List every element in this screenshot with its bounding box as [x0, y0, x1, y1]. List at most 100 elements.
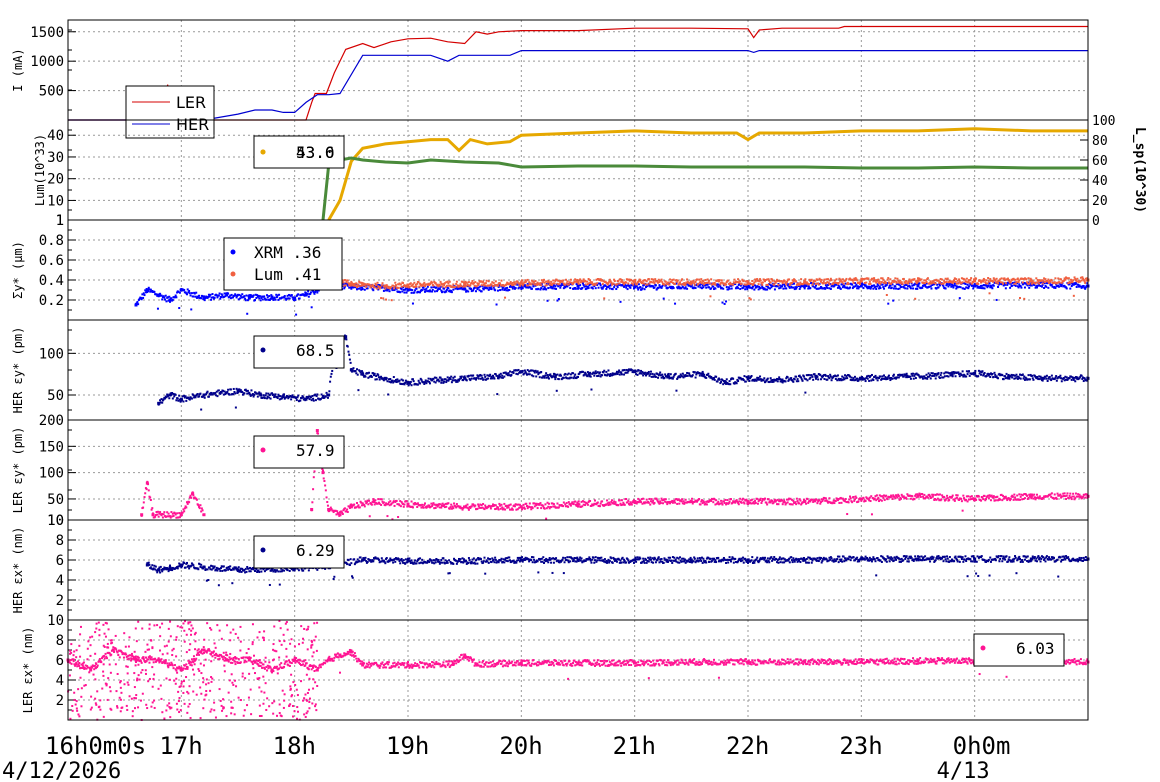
noise-point [878, 285, 881, 288]
noise-point [314, 399, 317, 402]
noise-point [608, 374, 611, 377]
noise-point [188, 398, 191, 401]
noise-point [805, 374, 808, 377]
noise-point [962, 375, 965, 378]
noise-point [754, 499, 757, 502]
noise-point [814, 374, 817, 377]
noise-point [425, 382, 428, 385]
noise-point [667, 281, 670, 284]
noise-point [447, 282, 450, 285]
noise-point [970, 277, 973, 280]
noise-point [352, 282, 355, 285]
noise-point [896, 283, 899, 286]
noise-point [436, 505, 439, 508]
noise-point [1057, 277, 1060, 280]
noise-point [253, 393, 256, 396]
noise-point [717, 500, 720, 503]
noise-point [721, 301, 724, 304]
noise-point [1051, 285, 1054, 288]
noise-point [874, 280, 877, 283]
noise-point [767, 278, 770, 281]
y-tick-label: 0.4 [39, 273, 64, 289]
noise-point [650, 498, 653, 501]
noise-point [1023, 281, 1026, 284]
noise-point [162, 513, 165, 516]
noise-point [786, 376, 789, 379]
noise-point [491, 377, 494, 380]
noise-point [773, 500, 776, 503]
noise-point [154, 514, 157, 517]
noise-point [751, 279, 754, 282]
noise-point [307, 290, 310, 293]
noise-point [212, 296, 215, 299]
noise-point [889, 284, 892, 287]
noise-point [870, 513, 873, 516]
noise-point [944, 287, 947, 290]
noise-point [402, 505, 405, 508]
noise-point [1014, 284, 1017, 287]
noise-point [965, 286, 968, 289]
noise-point [645, 374, 647, 377]
noise-point [860, 283, 863, 286]
noise-point [583, 500, 586, 503]
noise-point [1079, 280, 1082, 283]
noise-point [455, 503, 458, 506]
noise-point [765, 285, 768, 288]
noise-point [475, 378, 477, 381]
noise-point [589, 499, 592, 502]
noise-point [456, 284, 459, 287]
noise-point [532, 282, 535, 285]
y2-tick-label: 60 [1092, 154, 1108, 169]
noise-point [938, 499, 941, 502]
noise-point [640, 501, 643, 504]
noise-point [682, 500, 685, 503]
noise-point [933, 283, 936, 286]
noise-point [584, 279, 587, 282]
noise-point [833, 281, 836, 284]
noise-point [672, 375, 675, 378]
noise-point [175, 296, 178, 299]
noise-point [655, 288, 658, 291]
noise-point [795, 375, 798, 378]
noise-point [448, 284, 451, 287]
noise-point [274, 393, 277, 396]
noise-point [261, 298, 264, 301]
noise-point [276, 294, 279, 297]
noise-point [353, 284, 356, 287]
noise-point [625, 284, 628, 287]
noise-point [847, 282, 850, 285]
noise-point [870, 286, 873, 289]
noise-point [426, 380, 429, 383]
noise-point [306, 292, 309, 295]
noise-point [1009, 280, 1012, 283]
noise-point [1035, 277, 1038, 280]
noise-point [200, 507, 203, 510]
noise-point [640, 369, 643, 372]
noise-point [635, 502, 638, 505]
noise-point [464, 288, 467, 291]
noise-point [523, 284, 526, 287]
noise-point [999, 281, 1002, 284]
noise-point [468, 378, 471, 381]
noise-point [315, 289, 318, 292]
noise-point [628, 284, 630, 287]
noise-point [788, 283, 791, 286]
noise-point [380, 375, 383, 378]
noise-point [266, 397, 269, 400]
noise-point [233, 294, 236, 297]
noise-point [382, 297, 385, 300]
legend-label: XRM .36 [254, 243, 321, 262]
noise-point [686, 374, 689, 377]
noise-point [377, 374, 380, 377]
noise-point [729, 383, 732, 386]
noise-point [1036, 284, 1039, 287]
noise-point [475, 290, 477, 293]
noise-point [613, 286, 616, 289]
noise-point [639, 499, 642, 502]
noise-point [891, 377, 894, 380]
noise-point [554, 279, 557, 282]
noise-point [183, 394, 186, 397]
noise-point [961, 370, 964, 373]
noise-point [484, 504, 487, 507]
noise-point [766, 288, 769, 291]
